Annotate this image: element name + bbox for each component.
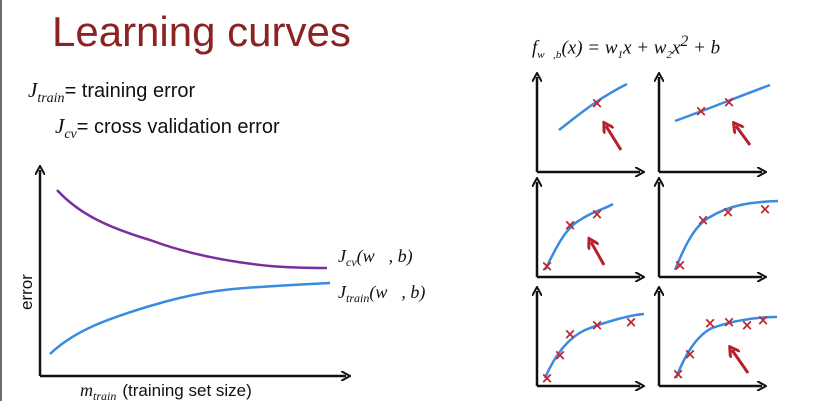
mini-fit-curve bbox=[674, 315, 778, 379]
cv-symbol: J bbox=[55, 114, 65, 138]
training-example-marker: × bbox=[591, 316, 604, 334]
formula-body-4: + b bbox=[688, 37, 721, 59]
formula-sup: 2 bbox=[680, 33, 689, 50]
x-label-symbol: m bbox=[80, 380, 93, 400]
training-example-marker: × bbox=[759, 200, 772, 218]
mini-plot-2: × × bbox=[659, 77, 771, 172]
training-example-marker: × bbox=[591, 205, 604, 223]
mini-plot-1: × bbox=[537, 77, 640, 172]
training-example-marker: × bbox=[684, 345, 697, 363]
main-plot: error mtrain (training set size) Jcv(w⃗, … bbox=[17, 170, 425, 401]
training-example-marker: × bbox=[554, 346, 567, 364]
training-example-marker: × bbox=[541, 257, 554, 275]
training-example-marker: × bbox=[695, 102, 708, 120]
train-text: = training error bbox=[64, 80, 196, 102]
formula-body-1: (x) = w bbox=[561, 37, 618, 59]
training-example-marker: × bbox=[674, 256, 687, 274]
training-example-marker: × bbox=[741, 316, 754, 334]
train-error-curve bbox=[49, 281, 331, 355]
main-x-label: mtrain (training set size) bbox=[80, 380, 252, 401]
highlight-arrow bbox=[732, 350, 750, 374]
train-symbol: J bbox=[28, 78, 38, 102]
train-label-subscript: train bbox=[346, 291, 369, 305]
left-divider bbox=[0, 0, 2, 401]
formula-body-3: x bbox=[671, 37, 681, 59]
training-example-marker: × bbox=[564, 216, 577, 234]
mini-plots-grid: × × ×××××× × ×××× × ×××× × × × bbox=[537, 77, 779, 387]
mini-fit-curve bbox=[543, 202, 614, 271]
formula-sub-2: 2 bbox=[666, 49, 672, 62]
training-example-marker: × bbox=[541, 369, 554, 387]
training-example-marker: × bbox=[704, 314, 717, 332]
model-formula: fw⃗,b(x) = w1x + w2x2 + b bbox=[532, 33, 720, 61]
mini-fit-curve bbox=[673, 199, 779, 271]
cv-error-definition: Jcv= cross validation error bbox=[55, 114, 280, 143]
mini-plot-3: × × × bbox=[537, 182, 640, 277]
formula-f-sub: w⃗,b bbox=[537, 49, 562, 62]
highlight-arrow bbox=[606, 126, 623, 151]
training-example-marker: × bbox=[722, 203, 735, 221]
train-curve-label: Jtrain(w⃗, b) bbox=[338, 282, 425, 305]
mini-fit-curve bbox=[543, 312, 645, 379]
main-y-label: error bbox=[17, 274, 36, 310]
slide-title: Learning curves bbox=[52, 8, 351, 55]
x-label-subscript: train bbox=[93, 389, 116, 401]
cv-text: = cross validation error bbox=[76, 116, 280, 138]
mini-plot-6: ××× × × × bbox=[659, 291, 778, 386]
highlight-arrow bbox=[591, 242, 606, 266]
mini-plot-4: × × × × bbox=[659, 182, 779, 277]
training-example-marker: × bbox=[672, 365, 685, 383]
train-subscript: train bbox=[37, 91, 65, 106]
mini-fit-curve bbox=[558, 82, 628, 131]
training-example-marker: × bbox=[625, 313, 638, 331]
formula-body-2: x + w bbox=[623, 37, 667, 59]
mini-plot-5: ××× × × bbox=[537, 291, 644, 387]
training-example-marker: × bbox=[591, 94, 604, 112]
x-label-text: (training set size) bbox=[122, 381, 251, 400]
training-example-marker: × bbox=[697, 211, 710, 229]
train-label-symbol: J bbox=[338, 282, 347, 302]
train-error-definition: Jtrain= training error bbox=[28, 78, 195, 107]
mini-fit-curve bbox=[674, 83, 771, 123]
cv-curve-label: Jcv(w⃗, b) bbox=[338, 246, 413, 269]
training-example-marker: × bbox=[723, 313, 736, 331]
formula-f: f bbox=[532, 37, 538, 59]
training-example-marker: × bbox=[564, 325, 577, 343]
training-example-marker: × bbox=[757, 311, 770, 329]
highlight-arrow bbox=[736, 126, 752, 146]
training-example-marker: × bbox=[723, 93, 736, 111]
cv-error-curve bbox=[56, 189, 328, 270]
cv-label-args: (w⃗, b) bbox=[357, 246, 413, 267]
train-label-args: (w⃗, b) bbox=[369, 282, 425, 303]
cv-label-subscript: cv bbox=[346, 255, 357, 269]
cv-label-symbol: J bbox=[338, 246, 347, 266]
formula-sub-1: 1 bbox=[617, 49, 624, 62]
cv-subscript: cv bbox=[64, 127, 77, 142]
